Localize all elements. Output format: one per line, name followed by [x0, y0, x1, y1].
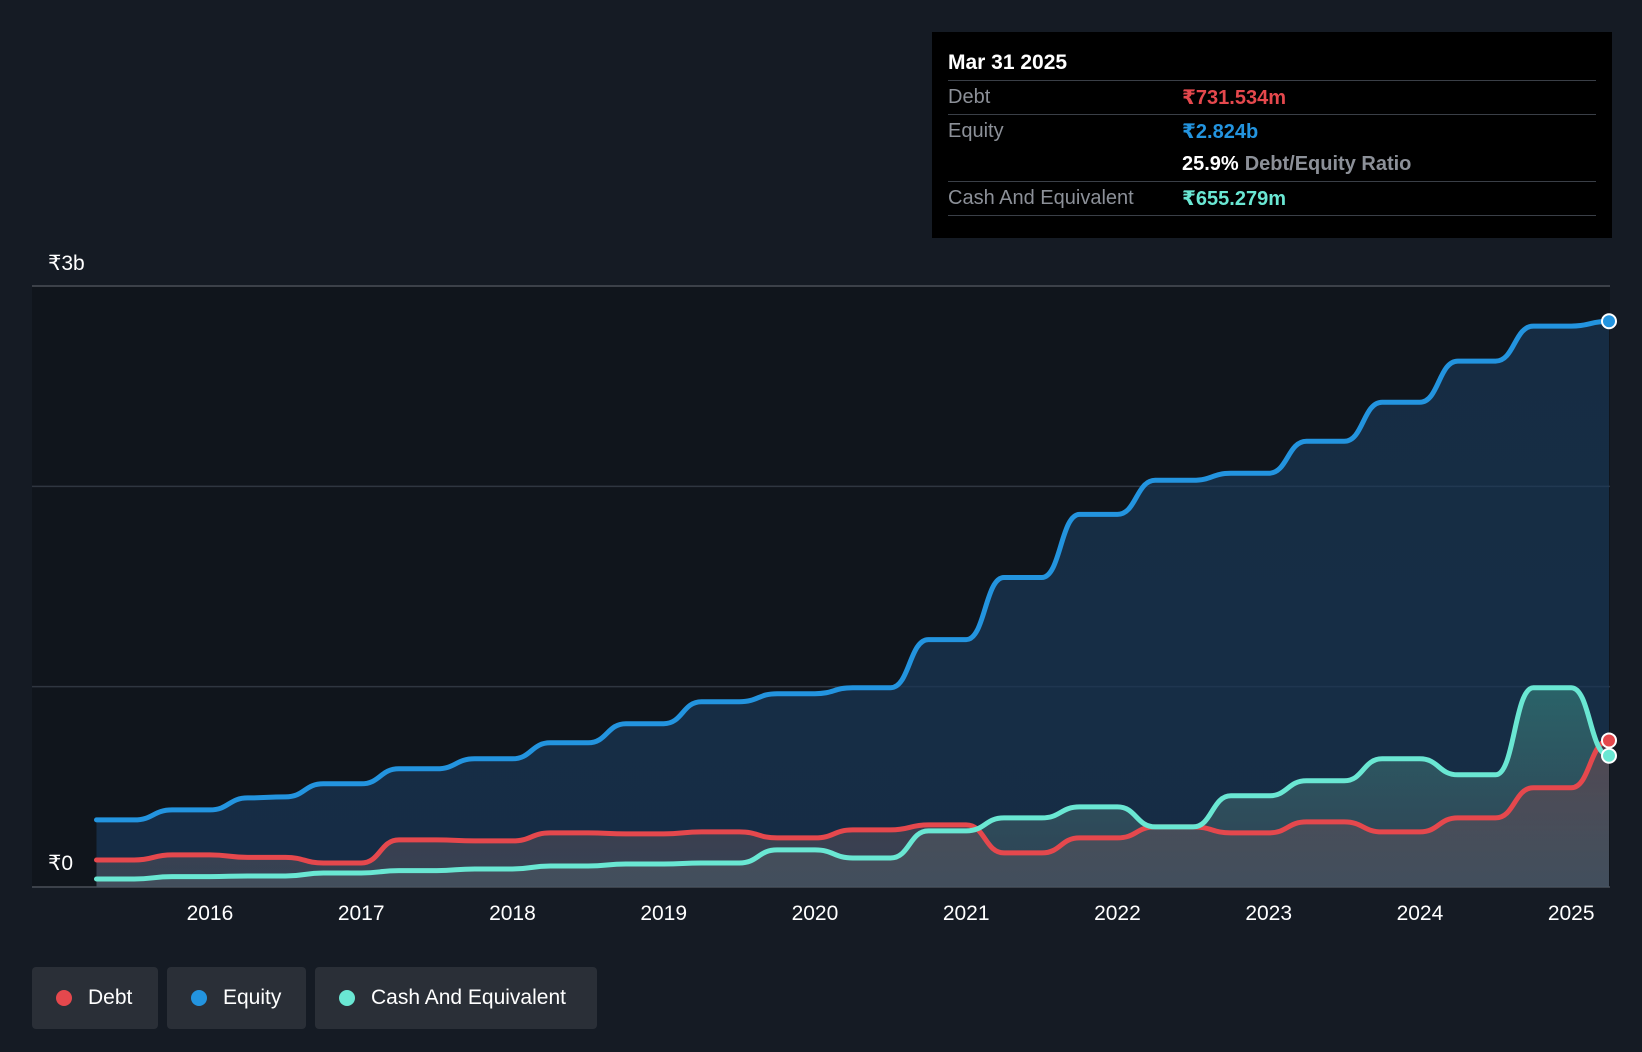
- legend-label-equity: Equity: [223, 986, 282, 1009]
- tooltip-ratio-row: 25.9% Debt/Equity Ratio: [948, 148, 1596, 181]
- tooltip-ratio-label: Debt/Equity Ratio: [1244, 153, 1412, 175]
- x-tick-label: 2019: [640, 902, 687, 925]
- x-tick-label: 2016: [187, 902, 234, 925]
- legend-label-cash: Cash And Equivalent: [371, 986, 566, 1009]
- x-tick-label: 2025: [1548, 902, 1595, 925]
- cash-end-marker: [1601, 747, 1617, 764]
- tooltip-cash-row: Cash And Equivalent ₹655.279m: [948, 181, 1596, 216]
- tooltip-cash-value: ₹655.279m: [1182, 188, 1286, 210]
- x-tick-label: 2022: [1094, 902, 1141, 925]
- tooltip-debt-label: Debt: [948, 86, 991, 108]
- debt-end-marker: [1601, 732, 1617, 749]
- tooltip-debt-row: Debt ₹731.534m: [948, 80, 1596, 114]
- equity-end-marker: [1601, 313, 1617, 330]
- tooltip-debt-value: ₹731.534m: [1182, 87, 1286, 109]
- legend: Debt Equity Cash And Equivalent: [32, 967, 597, 1029]
- tooltip-equity-row: Equity ₹2.824b: [948, 114, 1596, 148]
- y-tick-label-max: ₹3b: [48, 252, 85, 275]
- tooltip-equity-label: Equity: [948, 120, 1004, 142]
- debt-dot-icon: [56, 990, 72, 1006]
- debt-line: [94, 737, 1612, 866]
- equity-line: [94, 318, 1612, 823]
- legend-item-equity[interactable]: Equity: [167, 967, 306, 1029]
- cash-dot-icon: [339, 990, 355, 1006]
- tooltip-equity-value: ₹2.824b: [1182, 121, 1259, 143]
- tooltip-ratio-value: 25.9%: [1182, 153, 1239, 175]
- tooltip: Mar 31 2025 Debt ₹731.534m Equity ₹2.824…: [932, 32, 1612, 238]
- equity-dot-icon: [191, 990, 207, 1006]
- legend-item-cash[interactable]: Cash And Equivalent: [315, 967, 597, 1029]
- legend-item-debt[interactable]: Debt: [32, 967, 158, 1029]
- tooltip-cash-label: Cash And Equivalent: [948, 187, 1134, 209]
- x-tick-label: 2018: [489, 902, 536, 925]
- debt-area: [96, 740, 1609, 887]
- cash-line: [94, 685, 1612, 882]
- x-tick-label: 2023: [1245, 902, 1292, 925]
- x-tick-label: 2021: [943, 902, 990, 925]
- x-tick-label: 2024: [1397, 902, 1444, 925]
- x-tick-label: 2020: [792, 902, 839, 925]
- x-tick-label: 2017: [338, 902, 385, 925]
- y-tick-label-zero: ₹0: [48, 852, 73, 875]
- equity-area: [96, 321, 1609, 887]
- tooltip-date: Mar 31 2025: [948, 51, 1068, 74]
- legend-label-debt: Debt: [88, 986, 133, 1009]
